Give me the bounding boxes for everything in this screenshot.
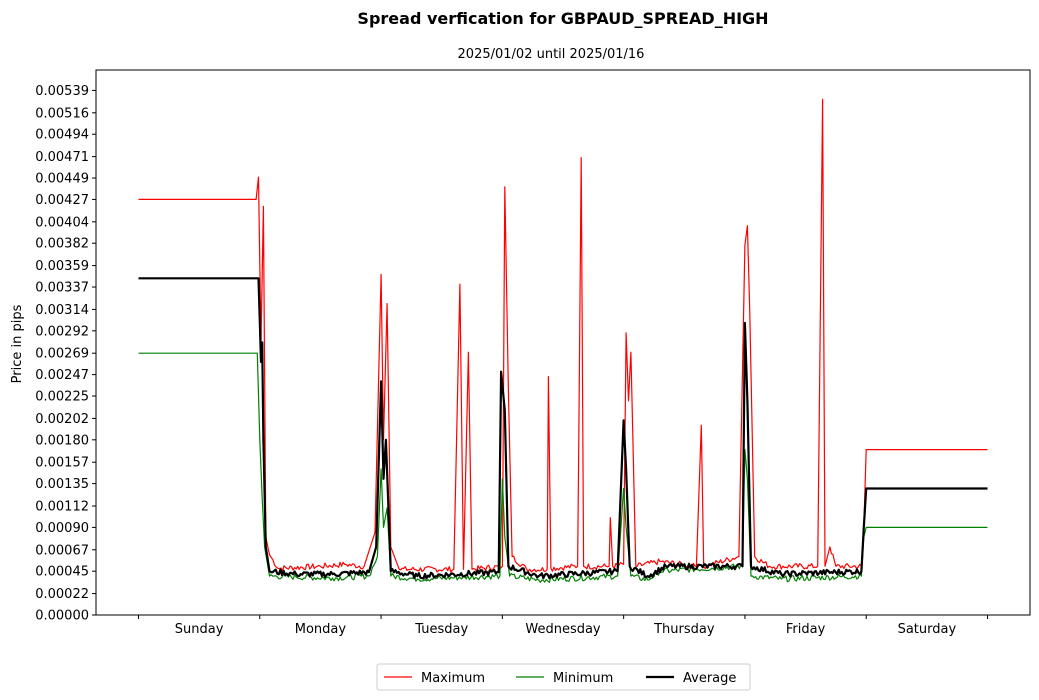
legend-label-maximum: Maximum [421,671,485,686]
x-axis: Sunday Monday Tuesday Wednesday Thursday Frid… [137,615,989,637]
y-tick-label: 0.00404 [35,215,89,230]
y-tick-label: 0.00337 [35,281,89,296]
y-tick-label: 0.00269 [35,347,89,362]
y-tick-label: 0.00382 [35,237,89,252]
y-tick-label: 0.00112 [35,500,89,515]
y-tick-label: 0.00449 [35,172,89,187]
series-layer [138,98,988,583]
x-tick-label: Sunday [175,622,224,637]
x-tick-label: Saturday [898,622,957,637]
y-tick-label: 0.00180 [35,433,89,448]
chart-title: Spread verfication for GBPAUD_SPREAD_HIG… [357,9,768,28]
y-tick-label: 0.00471 [35,150,89,165]
y-tick-label: 0.00292 [35,324,89,339]
series-line-maximum [138,98,988,573]
y-tick-label: 0.00157 [35,456,89,471]
y-tick-label: 0.00314 [35,303,89,318]
x-tick-label: Friday [786,622,826,637]
y-tick-label: 0.00045 [35,565,89,580]
y-tick-label: 0.00427 [35,193,89,208]
y-tick-label: 0.00359 [35,259,89,274]
plot-frame [95,69,1031,616]
legend[interactable]: Maximum Minimum Average [376,663,751,691]
x-tick-label: Monday [295,622,347,637]
y-tick-label: 0.00090 [35,521,89,536]
x-tick-label: Wednesday [525,622,601,637]
y-tick-label: 0.00225 [35,390,89,405]
x-tick-label: Tuesday [414,622,468,637]
x-tick-label: Thursday [653,622,715,637]
y-axis: 0.00000 0.00022 0.00045 0.00067 0.00090 0.001… [35,84,96,624]
y-tick-label: 0.00022 [35,587,89,602]
y-tick-label: 0.00247 [35,368,89,383]
y-axis-label: Price in pips [10,304,25,383]
y-tick-label: 0.00516 [35,106,89,121]
legend-box [376,663,751,691]
legend-label-average: Average [683,671,736,686]
y-tick-label: 0.00494 [35,128,89,143]
y-tick-label: 0.00135 [35,477,89,492]
y-tick-label: 0.00067 [35,543,89,558]
legend-label-minimum: Minimum [553,671,613,686]
y-tick-label: 0.00202 [35,412,89,427]
chart-subtitle: 2025/01/02 until 2025/01/16 [458,47,645,62]
series-line-average [138,277,988,580]
y-tick-label: 0.00000 [35,609,89,624]
y-tick-label: 0.00539 [35,84,89,99]
